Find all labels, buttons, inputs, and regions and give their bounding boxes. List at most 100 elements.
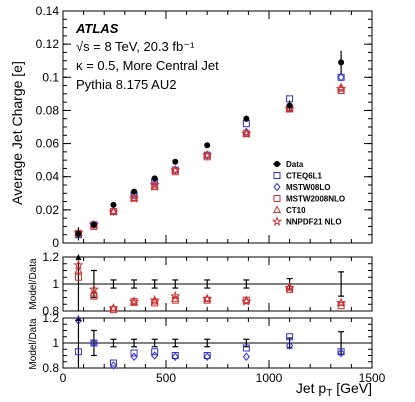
legend-nnpdf21-nlo-label: NNPDF21 NLO (286, 218, 342, 227)
ratio-panel-lo: 0.8 1 1.2 0 500 1000 1500 (42, 311, 385, 385)
main-ct10-point (109, 206, 118, 215)
main-nnpdf21-nlo-point (284, 103, 295, 114)
ratio-lo-mstw08lo-point (109, 361, 118, 370)
ratio-nlo-nnpdf21-nlo-point (170, 290, 181, 301)
main-y-tick-label: 0.06 (36, 137, 60, 151)
ratio-nlo-nnpdf21-nlo-point (284, 282, 295, 293)
main-nnpdf21-nlo-point (149, 179, 160, 190)
ratio-lo-y-axis-title: Model/Data (28, 318, 39, 370)
ratio-lo-y-tick-label: 1.2 (42, 311, 59, 325)
ratio-nlo-nnpdf21-nlo-point (73, 259, 84, 270)
legend-mstw2008nlo-label: MSTW2008NLO (286, 195, 345, 204)
ratio-nlo-nnpdf21-nlo-point (149, 294, 160, 305)
main-panel: 0 0.02 0.04 0.06 0.08 0.1 0.12 0.14 (36, 4, 373, 250)
main-ct10-point (129, 193, 139, 202)
main-ct10-point (336, 82, 346, 91)
ratio-nlo-y-tick-label: 1.2 (42, 250, 59, 264)
legend-ct10-marker (272, 205, 282, 213)
main-nnpdf21-nlo-point (335, 83, 347, 94)
legend: Data CTEQ6L1 MSTW08LO MSTW2008NLO CT10 NNPDF2… (271, 160, 345, 227)
legend-data-label: Data (286, 160, 304, 169)
ratio-lo-mstw08lo-point (203, 352, 211, 362)
main-y-tick-label: 0.12 (36, 37, 60, 51)
legend-mstw08lo-marker (273, 182, 281, 192)
ratio-nlo-nnpdf21-nlo-point (335, 297, 347, 308)
ratio-nlo-nnpdf21-nlo-point (241, 296, 252, 306)
ratio-nlo-ct10-point (203, 294, 212, 302)
main-ct10-point (203, 150, 212, 159)
ratio-nlo-ct10-point (89, 288, 99, 297)
main-nnpdf21-nlo-point (108, 206, 119, 216)
ratio-lo-cteq6l1-point (151, 348, 159, 356)
main-y-tick-label: 0.04 (36, 170, 60, 184)
ratio-lo-mstw08lo-point (171, 352, 179, 362)
info-line-generator: Pythia 8.175 AU2 (76, 77, 176, 92)
ratio-nlo-y-tick-label: 0.8 (42, 304, 59, 318)
ratio-lo-cteq6l1-point (109, 359, 117, 367)
main-data-point (338, 59, 345, 66)
main-mstw2008nlo-point (337, 87, 345, 95)
ratio-nlo-y-axis-title: Model/Data (28, 258, 39, 310)
ratio-nlo-nnpdf21-nlo-point (202, 293, 213, 304)
legend-mstw2008nlo-marker (273, 195, 281, 202)
ratio-nlo-nnpdf21-nlo-point (128, 296, 140, 306)
ratio-lo-x-tick-label: 0 (60, 371, 67, 385)
ratio-lo-mstw08lo-point (151, 351, 159, 360)
main-y-tick-label: 0.1 (42, 70, 59, 84)
ratio-lo-mstw08lo-point (337, 348, 345, 358)
legend-nnpdf21-nlo-marker (271, 216, 283, 226)
ratio-panel-nlo: 0.8 1 1.2 (42, 250, 373, 318)
main-data-point (131, 188, 138, 195)
legend-mstw08lo-label: MSTW08LO (286, 183, 330, 192)
ratio-lo-y-tick-label: 1 (52, 336, 59, 350)
legend-cteq6l1-label: CTEQ6L1 (286, 172, 323, 181)
info-line-energy: √s = 8 TeV, 20.3 fb⁻¹ (76, 39, 195, 54)
main-data-point (151, 175, 158, 182)
main-mstw08lo-point (337, 73, 345, 82)
main-y-tick-label: 0.14 (36, 4, 60, 18)
main-data-point (90, 221, 97, 228)
main-ct10-point (285, 104, 294, 112)
ratio-nlo-ct10-point (109, 303, 118, 312)
legend-ct10-label: CT10 (286, 206, 306, 215)
main-y-tick-label: 0.08 (36, 103, 60, 117)
ratio-lo-cteq6l1-point (130, 349, 138, 357)
ratio-lo-mstw08lo-point (130, 352, 138, 362)
experiment-label: ATLAS (75, 21, 119, 36)
ratio-lo-mstw08lo-point (285, 341, 294, 350)
main-nnpdf21-nlo-point (202, 149, 213, 160)
ratio-lo-mstw08lo-point (74, 316, 83, 325)
info-line-kappa: κ = 0.5, More Central Jet (76, 58, 219, 73)
ratio-nlo-ct10-point (74, 265, 83, 274)
main-y-tick-label: 0 (52, 236, 59, 250)
main-ct10-point (242, 129, 251, 137)
main-nnpdf21-nlo-point (241, 128, 252, 138)
ratio-lo-mstw08lo-point (242, 352, 250, 362)
main-data-point (286, 102, 293, 109)
ratio-nlo-data-error-arrow (75, 254, 82, 260)
main-data-point (172, 158, 179, 165)
legend-cteq6l1-marker (273, 172, 281, 179)
ratio-nlo-nnpdf21-nlo-point (108, 302, 119, 313)
ratio-lo-x-tick-label: 1500 (359, 371, 386, 385)
ratio-nlo-nnpdf21-nlo-point (88, 283, 100, 294)
main-data-point (204, 142, 211, 149)
ratio-lo-cteq6l1-point (286, 333, 294, 341)
legend-data-marker (274, 161, 280, 167)
main-nnpdf21-nlo-point (128, 192, 140, 203)
ratio-lo-x-tick-label: 500 (156, 371, 176, 385)
main-data-point (75, 230, 82, 237)
main-nnpdf21-nlo-point (170, 164, 181, 175)
ratio-lo-y-tick-label: 0.8 (42, 361, 59, 375)
ratio-lo-cteq6l1-point (74, 348, 82, 356)
x-axis-title: Jet pT [GeV] (296, 380, 372, 399)
main-y-axis-title: Average Jet Charge [e] (9, 61, 25, 205)
main-data-point (110, 201, 117, 208)
ratio-nlo-ct10-point (336, 298, 346, 306)
main-data-point (243, 115, 250, 122)
ratio-lo-mstw08lo-point (90, 338, 98, 348)
main-y-tick-label: 0.02 (36, 203, 60, 217)
ratio-lo-cteq6l1-point (242, 344, 250, 352)
main-cteq6l1-point (337, 73, 345, 81)
